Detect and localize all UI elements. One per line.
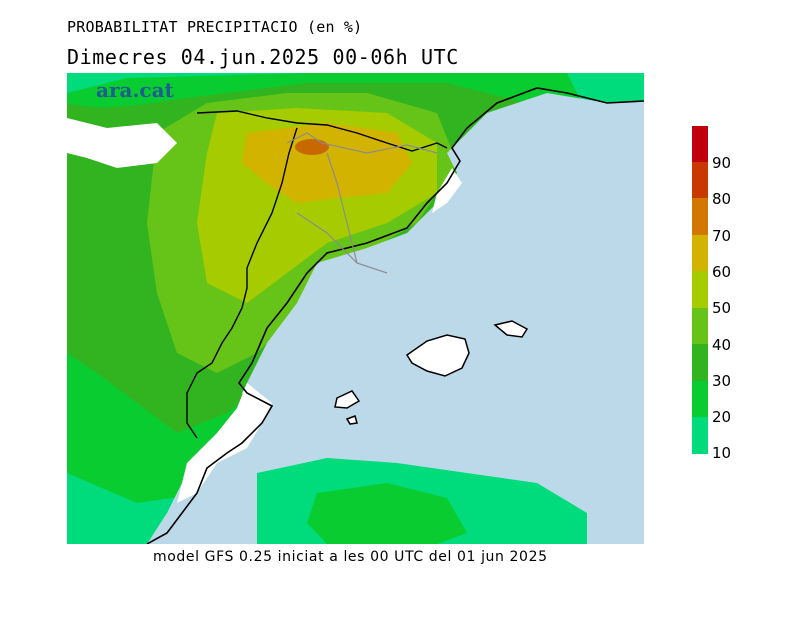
map-subtitle: Dimecres 04.jun.2025 00-06h UTC [67,45,459,69]
legend-label-90: 90 [712,154,732,172]
sea-rain-south-core [307,483,467,544]
legend-swatch-70 [692,198,708,235]
legend-swatch-90 [692,126,708,162]
legend-label-60: 60 [712,263,732,281]
legend-label-10: 10 [712,444,732,462]
sea-area [147,93,644,544]
border-provinces [286,132,438,274]
island-menorca [493,320,529,338]
border-catalonia [186,127,298,439]
island-mallorca [405,334,470,377]
zone-60 [242,123,412,203]
legend-swatch-30 [692,344,708,381]
zone-70 [295,139,329,155]
island-formentera [345,415,358,425]
legend-label-50: 50 [712,299,732,317]
legend-swatch-40 [692,308,708,344]
legend-swatch-80 [692,162,708,198]
model-footer: model GFS 0.25 iniciat a les 00 UTC del … [153,549,548,565]
color-legend [692,126,708,454]
coastline [146,87,644,544]
legend-swatch-10 [692,417,708,454]
precipitation-map [67,73,644,544]
legend-label-20: 20 [712,408,732,426]
legend-swatch-50 [692,271,708,308]
legend-label-30: 30 [712,372,732,390]
legend-label-80: 80 [712,190,732,208]
legend-swatch-20 [692,381,708,417]
map-title: PROBABILITAT PRECIPITACIO (en %) [67,18,363,36]
island-eivissa [334,390,361,409]
border-france-spain [196,110,448,152]
aracat-logo: ara.cat [96,78,174,102]
legend-label-40: 40 [712,336,732,354]
legend-swatch-60 [692,235,708,271]
white-area-sw [177,383,272,503]
white-area-coast [432,168,462,213]
legend-label-70: 70 [712,227,732,245]
white-area-nw [67,118,177,168]
